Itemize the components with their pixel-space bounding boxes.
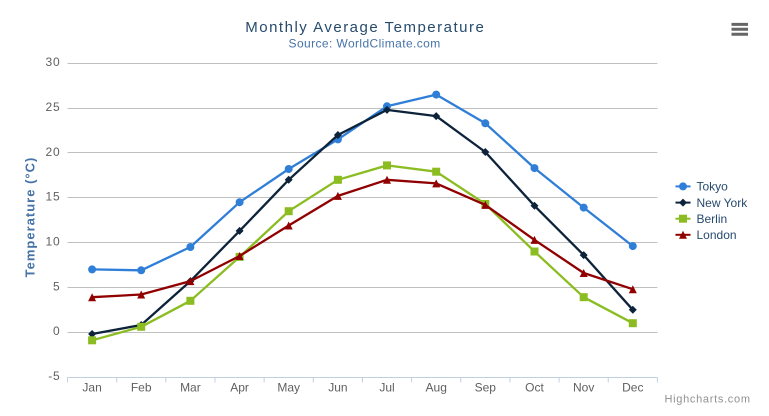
svg-text:Sep: Sep [475, 381, 497, 395]
svg-text:25: 25 [46, 100, 61, 114]
svg-text:Berlin: Berlin [697, 212, 728, 226]
svg-text:30: 30 [46, 55, 61, 69]
svg-text:May: May [277, 381, 300, 395]
svg-text:Mar: Mar [180, 381, 201, 395]
svg-text:Source: WorldClimate.com: Source: WorldClimate.com [289, 37, 441, 51]
svg-text:15: 15 [46, 190, 61, 204]
svg-text:Apr: Apr [230, 381, 249, 395]
svg-text:Tokyo: Tokyo [697, 180, 729, 194]
svg-text:Feb: Feb [131, 381, 152, 395]
svg-text:Oct: Oct [525, 381, 544, 395]
svg-text:20: 20 [46, 145, 61, 159]
svg-text:-5: -5 [48, 369, 60, 383]
svg-text:London: London [697, 228, 737, 242]
svg-text:Dec: Dec [622, 381, 643, 395]
svg-text:10: 10 [46, 235, 61, 249]
svg-text:5: 5 [53, 279, 60, 293]
svg-text:Jun: Jun [328, 381, 347, 395]
svg-text:Jul: Jul [379, 381, 394, 395]
svg-text:Nov: Nov [573, 381, 594, 395]
svg-text:Temperature (°C): Temperature (°C) [23, 157, 38, 278]
svg-text:New York: New York [697, 196, 749, 210]
svg-text:Highcharts.com: Highcharts.com [664, 394, 750, 406]
svg-text:Monthly Average Temperature: Monthly Average Temperature [245, 19, 485, 36]
svg-text:Jan: Jan [82, 381, 101, 395]
svg-text:0: 0 [53, 324, 60, 338]
svg-text:Aug: Aug [426, 381, 447, 395]
